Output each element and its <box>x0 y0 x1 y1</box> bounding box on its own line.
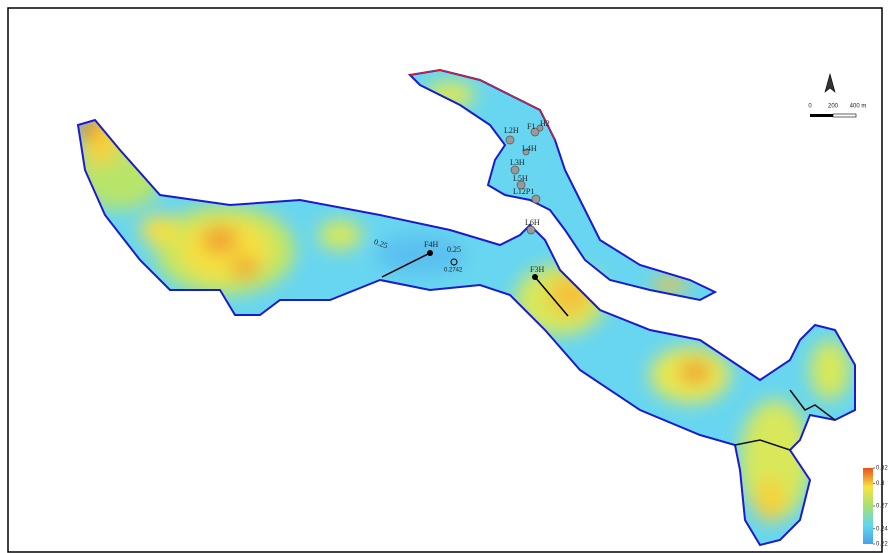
colorbar <box>863 468 873 544</box>
legend-label: 0.22 <box>876 542 888 548</box>
well-label: H2 <box>540 119 550 128</box>
well-head <box>532 274 538 280</box>
well-label: F1 <box>527 122 535 131</box>
annotation: 0.2742 <box>444 268 463 274</box>
well <box>527 226 535 234</box>
legend-label: 0.27 <box>876 504 888 510</box>
well-label: L3H <box>510 158 525 167</box>
well <box>511 166 519 174</box>
scale-label: 200 <box>828 104 839 110</box>
well-label: F4H <box>424 240 438 249</box>
map: L2H F1 H2 L4H L3H L5H L12P1 L6H F4H F3H … <box>0 0 890 553</box>
scale-label: 400 m <box>850 104 867 110</box>
well-head <box>427 250 433 256</box>
scale-bar <box>810 114 856 117</box>
well <box>506 136 514 144</box>
well <box>532 195 540 203</box>
legend-label: 0.3 <box>876 481 885 487</box>
well-label: L5H <box>513 174 528 183</box>
well-label: L4H <box>522 144 537 153</box>
well-label: F3H <box>530 265 544 274</box>
well-label: L6H <box>525 218 540 227</box>
contour-label: 0.25 <box>447 245 461 254</box>
well-label: L12P1 <box>513 187 534 196</box>
legend-label: 0.24 <box>876 526 888 532</box>
well-label: L2H <box>504 126 519 135</box>
legend-label: 0.32 <box>876 466 888 472</box>
